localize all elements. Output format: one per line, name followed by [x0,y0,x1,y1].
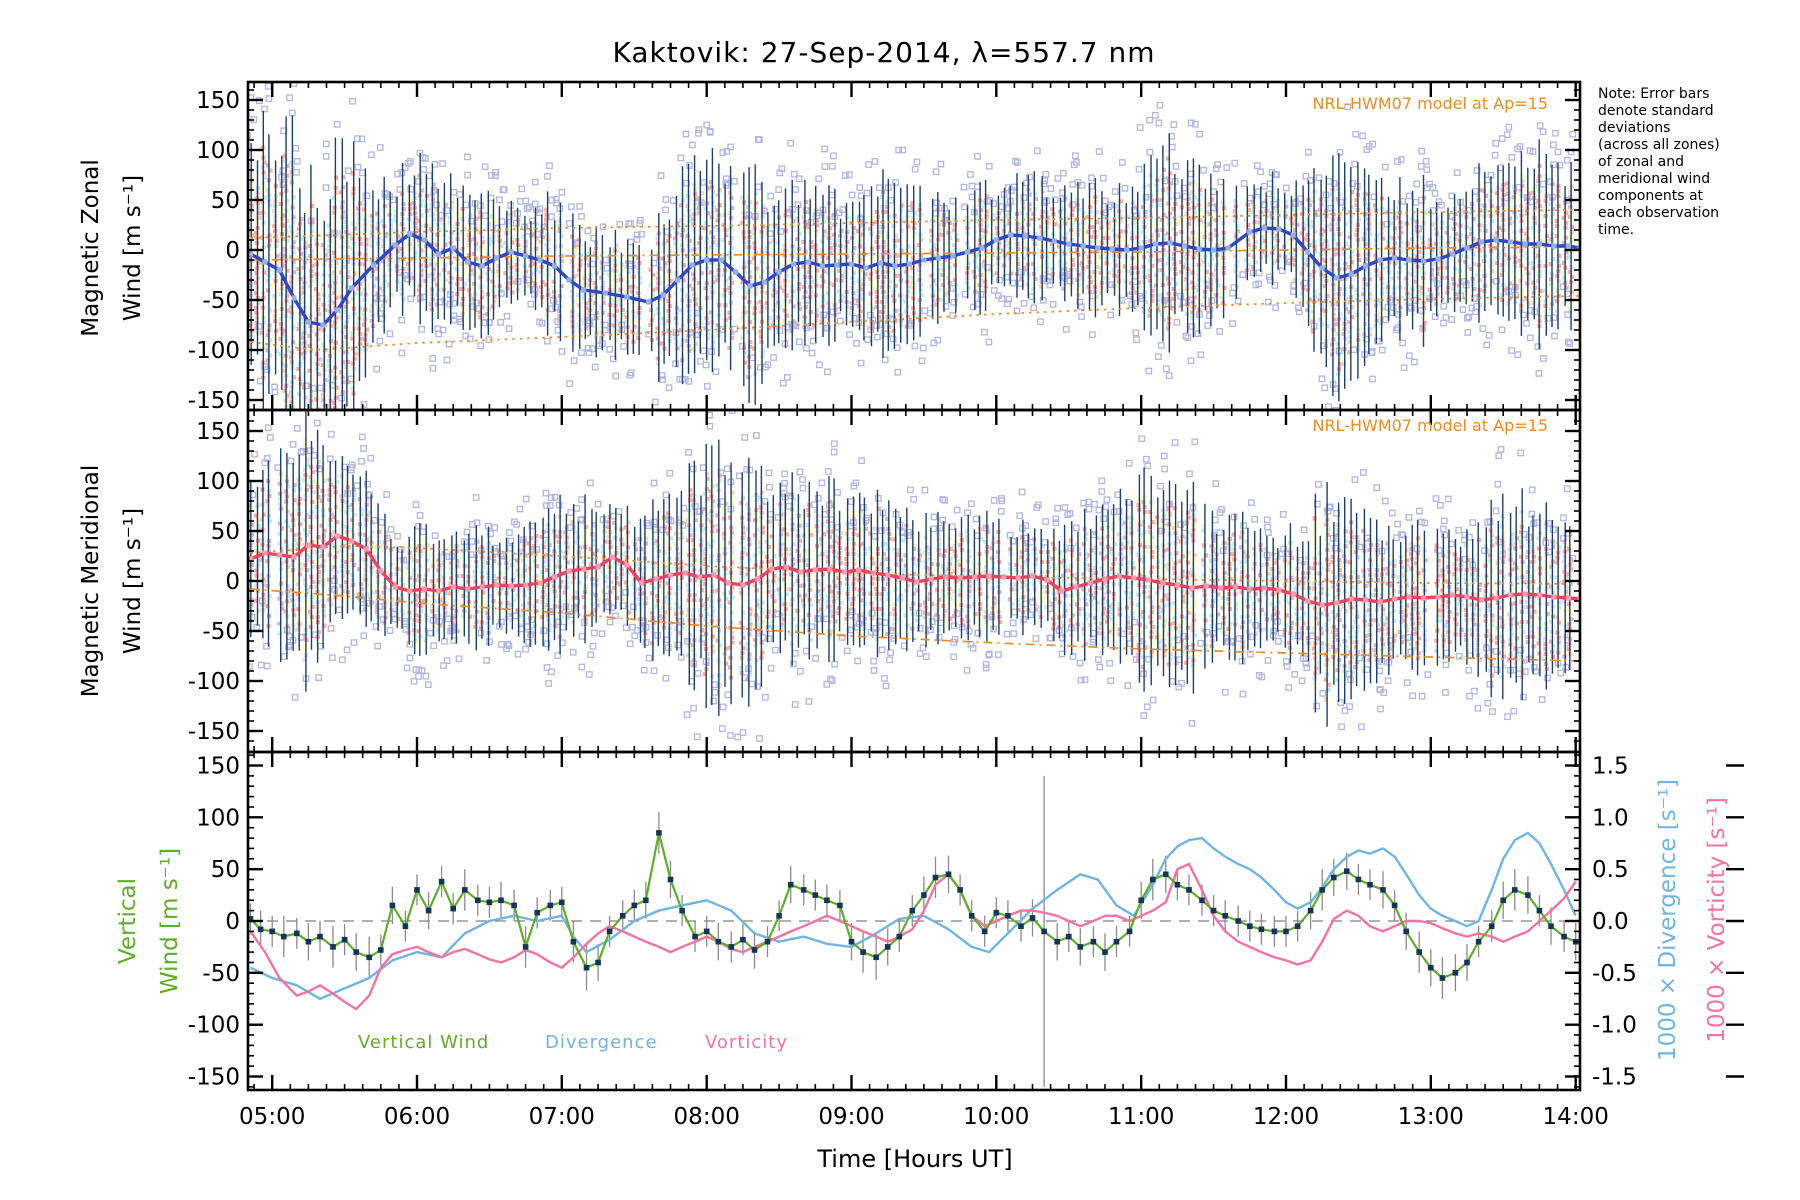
legend-divergence: Divergence [545,1032,658,1053]
legend-vorticity: Vorticity [705,1032,788,1053]
zonal-ylabel-line2: Wind [m s⁻¹] [120,174,146,322]
model-curve [250,295,1580,351]
x-axis-title: Time [Hours UT] [817,1145,1013,1173]
vorticity-axis-label: 1000 × Vorticity [s⁻¹] [1704,797,1730,1043]
meridional-ylabel-line1: Magnetic Meridional [78,464,104,698]
divergence-axis-label: 1000 × Divergence [s⁻¹] [1655,778,1681,1062]
note-text: Note: Error bars denote standard deviati… [1598,86,1720,238]
model-curve [250,246,1580,261]
model-annotation-zonal: NRL-HWM07 model at Ap=15 [1312,94,1548,113]
legend-vertical-wind: Vertical Wind [358,1032,490,1053]
model-curve [250,588,1580,662]
meridional-panel-data [248,410,1580,742]
model-annotation-meridional: NRL-HWM07 model at Ap=15 [1312,416,1548,435]
vertical-ylabel-line2: Wind [m s⁻¹] [157,847,183,995]
right-axis-labels: 1.51.00.50.0-0.5-1.0-1.5 [1592,754,1744,1091]
zonal-panel-data [248,82,1580,410]
zonal-ylabel-line1: Magnetic Zonal [78,159,104,337]
vertical-wind-line [249,831,1577,980]
model-curve [250,545,1580,585]
page-title: Kaktovik: 27-Sep-2014, λ=557.7 nm [612,36,1156,69]
meridional-ylabel-line2: Wind [m s⁻¹] [120,507,146,655]
vertical-panel-data [248,775,1580,1087]
x-axis-labels: 05:00 06:00 07:00 08:00 09:00 10:00 11:00 12:00… [239,1104,1609,1130]
divergence-line [249,831,1577,1000]
vertical-ylabel-line1: Vertical [115,877,141,965]
vorticity-line [249,862,1577,1011]
